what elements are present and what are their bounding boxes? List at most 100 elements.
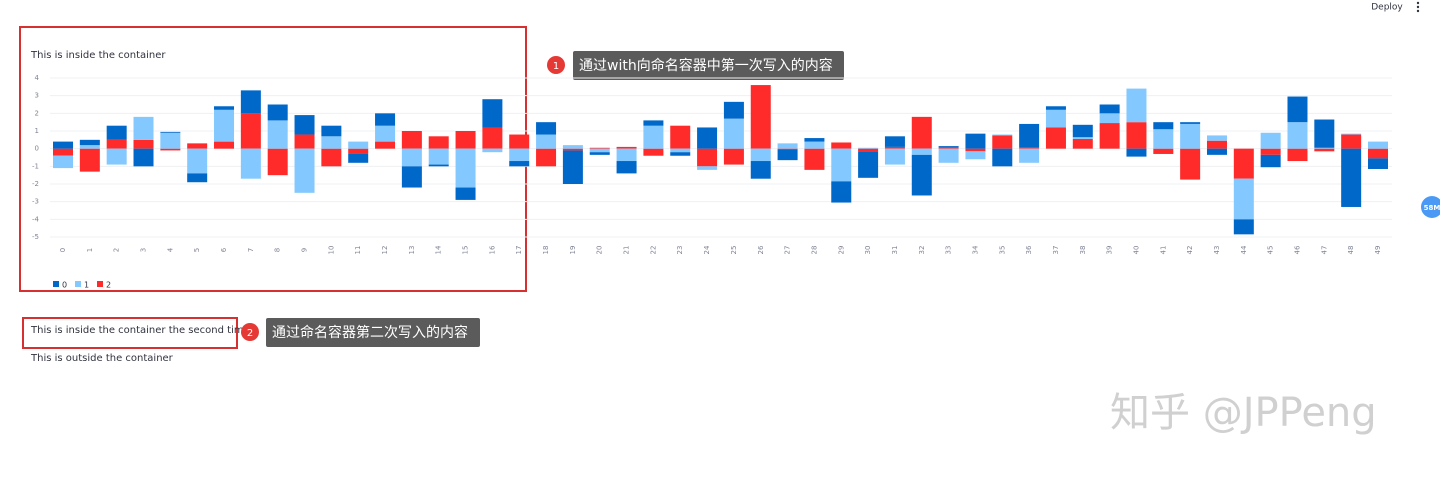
outside-text: This is outside the container [30,353,174,364]
bar [884,148,905,165]
bar [804,141,825,149]
bar [509,134,530,149]
x-tick-label: 12 [381,246,389,255]
bar [1341,134,1362,149]
y-tick-label: -4 [32,215,40,223]
bar [1099,113,1120,124]
bar [1072,137,1093,139]
bar [106,148,127,165]
bar [536,148,557,167]
y-tick-label: -3 [32,198,39,206]
bar [294,134,315,149]
bar [106,125,127,140]
bar [1045,127,1066,149]
bar [348,141,369,149]
legend-label: 0 [62,281,67,290]
status-text: 58M [1424,204,1440,212]
bar [938,146,959,147]
bar [240,90,261,114]
bar [616,161,637,174]
x-tick-label: 24 [703,245,711,254]
bar [401,131,422,149]
bar [1099,104,1120,114]
x-tick-label: 49 [1374,246,1382,255]
x-tick-label: 27 [784,246,792,255]
bar [616,146,637,149]
y-tick-label: 0 [35,145,39,153]
bar [1072,138,1093,149]
x-tick-label: 38 [1079,246,1087,255]
bar [938,148,959,163]
bar [1153,148,1174,154]
x-tick-label: 48 [1347,246,1355,255]
status-badge[interactable] [1421,196,1440,218]
bar [1180,122,1201,124]
legend-label: 1 [84,281,89,290]
callout [573,51,844,80]
bar [1206,148,1227,155]
bar [133,116,154,140]
deploy-button[interactable]: Deploy [1371,3,1403,13]
bar [1045,109,1066,128]
bar [911,154,932,196]
x-tick-label: 26 [757,245,765,254]
bar [670,148,691,153]
bar [697,127,718,149]
bar [1019,148,1040,163]
bar [294,148,315,193]
bar [1260,132,1281,149]
y-tick-label: -2 [32,180,39,188]
y-tick-label: 4 [35,74,40,82]
x-tick-label: 28 [810,246,818,255]
bar [1072,124,1093,138]
callout [266,318,480,347]
bar [1260,154,1281,168]
bar [1233,219,1254,235]
bar [562,145,583,149]
bar [509,148,530,162]
bar [401,166,422,188]
bar [1341,133,1362,135]
bar [992,134,1013,136]
bar [1260,148,1281,155]
badge-number: 1 [553,61,559,72]
x-tick-label: 37 [1052,246,1060,255]
bar [562,148,583,151]
bar [106,139,127,149]
bar [375,125,396,142]
badge [547,56,565,74]
bar [1368,158,1388,169]
bar [160,148,181,151]
bar [187,143,208,149]
bar [348,148,369,154]
bar [294,115,315,135]
x-tick-label: 31 [891,246,899,255]
x-tick-label: 1 [86,248,94,252]
bar [1287,122,1308,149]
badge-number: 2 [247,328,253,339]
menu-icon[interactable] [1416,1,1420,13]
x-tick-label: 39 [1106,246,1114,255]
watermark: 知乎 @JPPeng [1110,390,1377,436]
x-tick-label: 9 [301,248,309,252]
bar [750,148,771,162]
x-tick-label: 23 [676,246,684,255]
x-tick-label: 42 [1186,246,1194,255]
bar [777,148,798,150]
bar [616,148,637,162]
x-tick-label: 0 [59,248,67,252]
bar [831,142,852,149]
bar [428,136,449,149]
x-tick-label: 3 [140,248,148,252]
x-tick-label: 11 [354,246,362,255]
bar [831,148,852,182]
bar [1153,122,1174,130]
bar [1368,141,1388,149]
bar [589,148,610,153]
bar [1180,123,1201,149]
x-tick-label: 47 [1320,246,1328,255]
bar [79,145,100,149]
x-tick-label: 44 [1240,245,1248,254]
bar [509,161,530,167]
bar [858,151,879,178]
